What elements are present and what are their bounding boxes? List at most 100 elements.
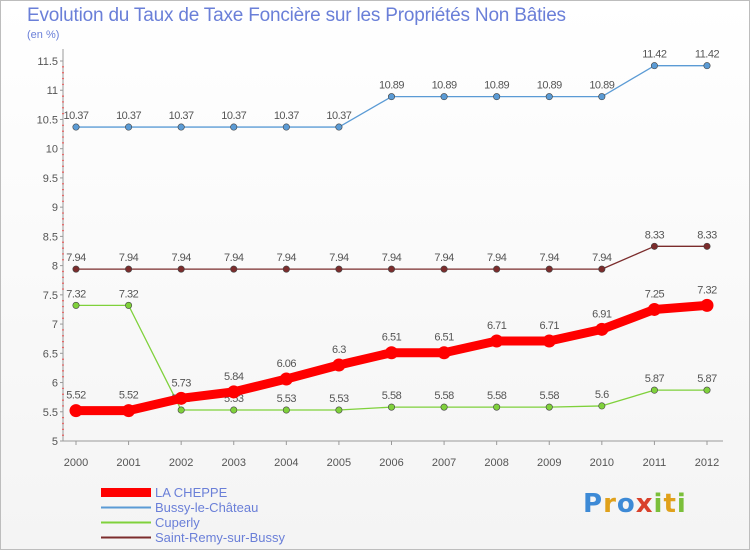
data-label-cuperly: 7.32 <box>66 288 86 300</box>
data-point-bussy <box>72 123 80 131</box>
x-tick-label: 2006 <box>379 457 403 469</box>
data-label-cuperly: 5.58 <box>382 390 402 402</box>
data-point-bussy <box>335 123 343 131</box>
data-label-bussy: 10.37 <box>274 110 299 122</box>
x-tick-label: 2000 <box>64 457 88 469</box>
data-label-la-cheppe: 7.25 <box>645 288 665 300</box>
data-label-bussy: 10.89 <box>432 80 457 92</box>
x-tick-label: 2008 <box>484 457 508 469</box>
y-tick-label: 10 <box>46 144 58 156</box>
legend-swatch-la-cheppe <box>101 488 151 497</box>
data-label-bussy: 10.89 <box>379 80 404 92</box>
data-label-saint-remy: 7.94 <box>171 252 191 264</box>
legend-swatch-saint-remy <box>101 536 151 539</box>
data-point-bussy <box>440 93 448 101</box>
x-tick-label: 2007 <box>432 457 456 469</box>
y-minor-tick <box>62 422 64 425</box>
data-label-la-cheppe: 6.91 <box>592 308 612 320</box>
data-label-cuperly: 5.53 <box>329 393 349 405</box>
y-minor-tick <box>62 299 64 302</box>
data-point-cuperly <box>493 403 501 411</box>
y-minor-tick <box>62 182 64 185</box>
data-label-saint-remy: 7.94 <box>66 252 86 264</box>
y-minor-tick <box>62 229 64 232</box>
y-minor-tick <box>62 317 64 320</box>
data-point-cuperly <box>125 301 133 309</box>
data-label-bussy: 11.42 <box>695 49 720 61</box>
data-point-la-cheppe <box>700 298 714 312</box>
y-minor-tick <box>62 124 64 127</box>
y-tick-label: 10.5 <box>37 114 58 126</box>
y-minor-tick <box>62 346 64 349</box>
legend-item-saint-remy: Saint-Remy-sur-Bussy <box>101 530 285 545</box>
y-tick-label: 9 <box>52 202 58 214</box>
data-label-saint-remy: 7.94 <box>224 252 244 264</box>
y-tick-label: 7 <box>52 319 58 331</box>
legend-item-bussy: Bussy-le-Château <box>101 500 285 515</box>
data-point-la-cheppe <box>647 302 661 316</box>
y-minor-tick <box>62 334 64 337</box>
y-minor-tick <box>62 112 64 115</box>
y-minor-tick <box>62 387 64 390</box>
y-minor-tick <box>62 223 64 226</box>
data-label-bussy: 10.37 <box>326 110 351 122</box>
data-label-saint-remy: 7.94 <box>434 252 454 264</box>
data-point-bussy <box>493 93 501 101</box>
data-point-cuperly <box>387 403 395 411</box>
data-point-cuperly <box>598 402 606 410</box>
y-minor-tick <box>62 165 64 168</box>
x-tick-label: 2011 <box>643 457 667 469</box>
data-label-bussy: 10.37 <box>63 110 88 122</box>
data-point-saint-remy <box>282 265 290 273</box>
y-minor-tick <box>62 364 64 366</box>
data-label-cuperly: 5.87 <box>645 373 665 385</box>
data-label-saint-remy: 7.94 <box>592 252 612 264</box>
data-point-la-cheppe <box>542 334 556 348</box>
data-label-la-cheppe: 5.73 <box>171 377 191 389</box>
legend-item-cuperly: Cuperly <box>101 515 285 530</box>
x-tick-label: 2009 <box>537 457 561 469</box>
data-label-cuperly: 5.58 <box>434 390 454 402</box>
legend-label-la-cheppe: LA CHEPPE <box>155 485 228 500</box>
y-minor-tick <box>62 171 64 173</box>
y-minor-tick <box>62 253 64 255</box>
chart-title: Evolution du Taux de Taxe Foncière sur l… <box>27 5 566 26</box>
y-tick-label: 8.5 <box>43 231 58 243</box>
y-minor-tick <box>62 106 64 109</box>
y-tick-label: 6.5 <box>43 348 58 360</box>
y-tick-label: 11.5 <box>37 56 58 68</box>
x-tick-label: 2001 <box>116 457 140 469</box>
x-tick-label: 2010 <box>590 457 614 469</box>
data-point-cuperly <box>440 403 448 411</box>
data-label-la-cheppe: 7.32 <box>697 284 717 296</box>
y-minor-tick <box>62 270 64 273</box>
data-point-bussy <box>598 93 606 101</box>
y-minor-tick <box>62 77 64 80</box>
y-minor-tick <box>62 83 64 86</box>
y-minor-tick <box>62 375 64 378</box>
y-minor-tick <box>62 416 64 419</box>
data-point-cuperly <box>282 406 290 414</box>
data-label-bussy: 10.89 <box>589 80 614 92</box>
data-point-cuperly <box>72 301 80 309</box>
data-point-bussy <box>230 123 238 131</box>
legend-label-saint-remy: Saint-Remy-sur-Bussy <box>155 530 286 545</box>
data-point-saint-remy <box>493 265 501 273</box>
y-minor-tick <box>62 305 64 308</box>
data-point-saint-remy <box>703 242 711 250</box>
y-minor-tick <box>62 241 64 244</box>
y-tick-label: 6 <box>52 378 58 390</box>
data-label-saint-remy: 8.33 <box>697 229 717 241</box>
y-minor-tick <box>62 288 64 290</box>
y-minor-tick <box>62 358 64 360</box>
data-point-saint-remy <box>230 265 238 273</box>
data-point-cuperly <box>230 406 238 414</box>
data-label-cuperly: 5.53 <box>277 393 297 405</box>
y-minor-tick <box>62 212 64 214</box>
y-minor-tick <box>62 393 64 396</box>
y-minor-tick <box>62 329 64 331</box>
data-point-la-cheppe <box>174 391 188 405</box>
data-label-la-cheppe: 5.52 <box>119 390 139 402</box>
y-minor-tick <box>62 101 64 103</box>
data-label-saint-remy: 7.94 <box>382 252 402 264</box>
